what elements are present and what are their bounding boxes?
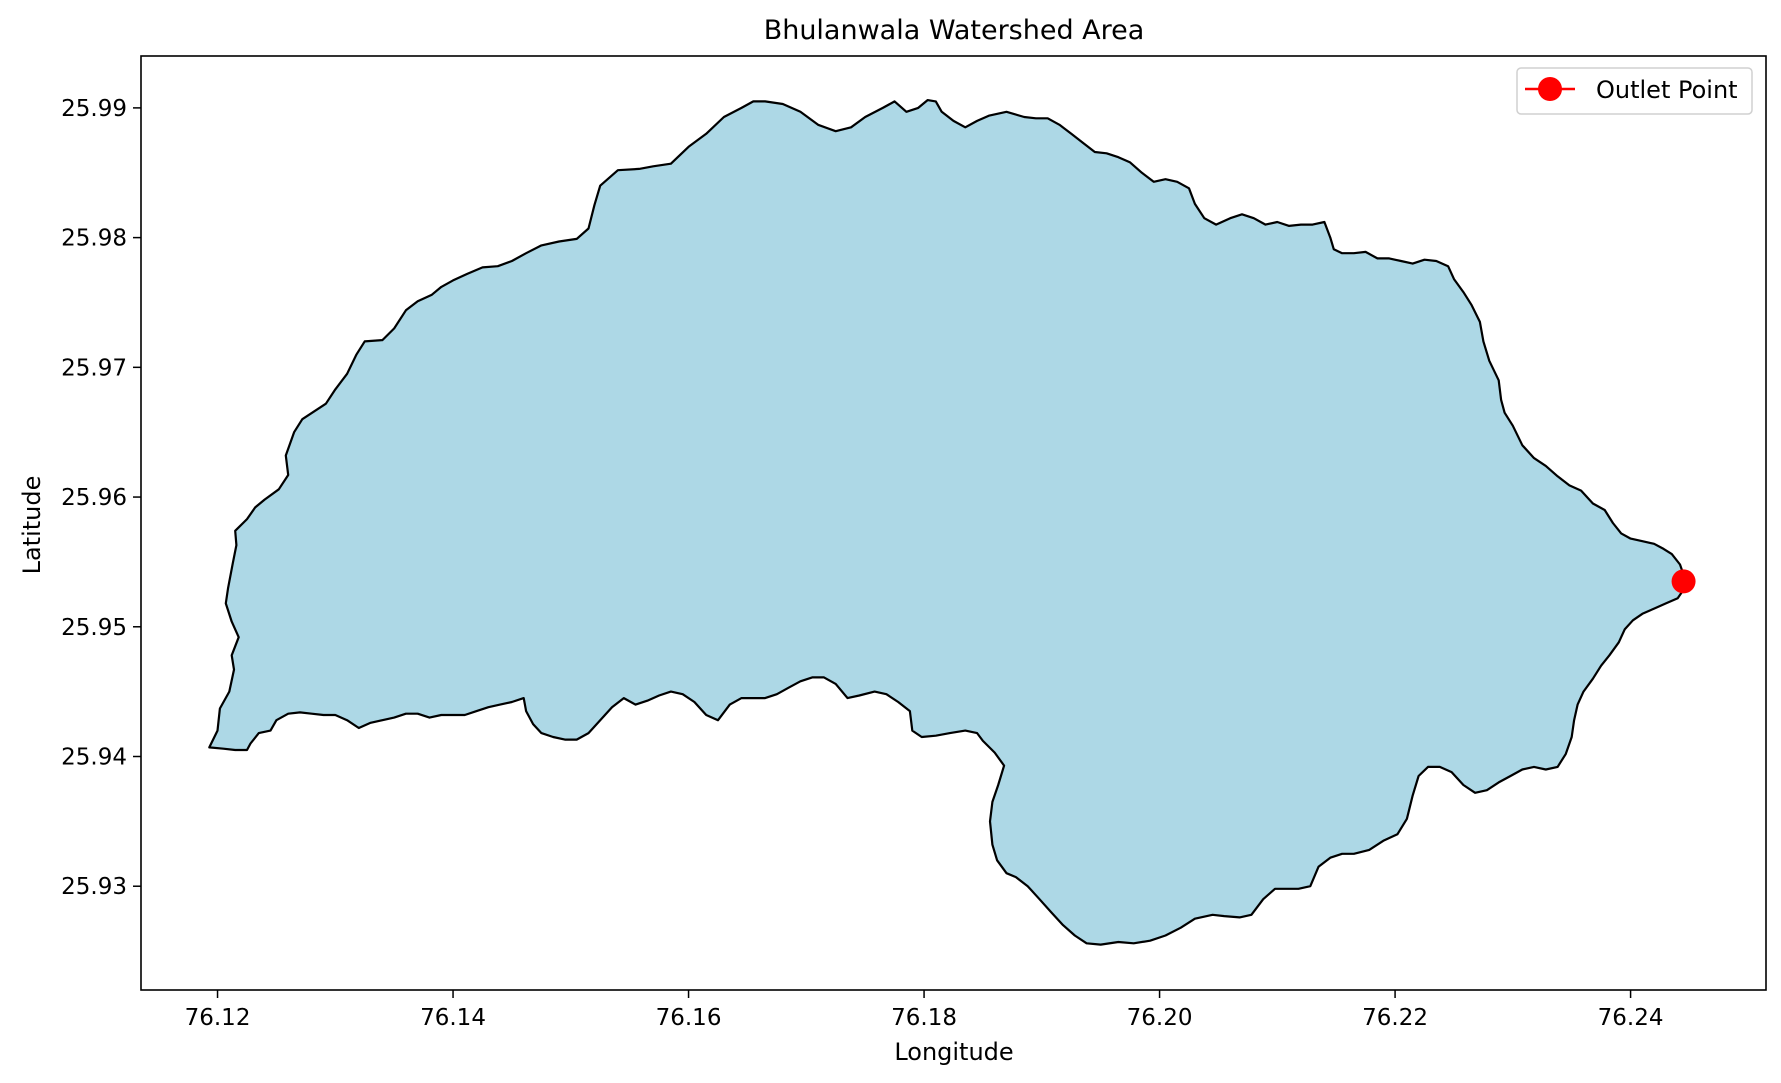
x-tick-label: 76.20 xyxy=(1127,1005,1193,1031)
chart-title: Bhulanwala Watershed Area xyxy=(764,15,1145,46)
legend-marker-swatch xyxy=(1538,77,1562,101)
legend-label-outlet-point: Outlet Point xyxy=(1596,76,1738,104)
x-tick-label: 76.18 xyxy=(891,1005,957,1031)
outlet-point xyxy=(1671,569,1696,594)
x-tick-label: 76.22 xyxy=(1362,1005,1428,1031)
y-axis-label: Latitude xyxy=(18,476,46,575)
x-axis-ticks: 76.12 76.14 76.16 76.18 76.20 76.22 76.24 xyxy=(185,990,1664,1031)
y-tick-label: 25.94 xyxy=(61,745,127,771)
x-tick-label: 76.14 xyxy=(420,1005,486,1031)
outlet-point-marker xyxy=(1671,569,1696,594)
y-tick-label: 25.97 xyxy=(61,355,127,381)
plot-area xyxy=(208,99,1696,946)
x-axis-label: Longitude xyxy=(894,1038,1013,1066)
y-axis-ticks: 25.93 25.94 25.95 25.96 25.97 25.98 25.99 xyxy=(61,96,141,900)
x-tick-label: 76.16 xyxy=(656,1005,722,1031)
y-tick-label: 25.93 xyxy=(61,874,127,900)
y-tick-label: 25.98 xyxy=(61,226,127,252)
y-tick-label: 25.95 xyxy=(61,615,127,641)
x-tick-label: 76.12 xyxy=(185,1005,251,1031)
y-tick-label: 25.96 xyxy=(61,485,127,511)
legend: Outlet Point xyxy=(1516,67,1753,115)
y-tick-label: 25.99 xyxy=(61,96,127,122)
axes-frame xyxy=(140,55,1767,991)
x-tick-label: 76.24 xyxy=(1598,1005,1664,1031)
legend-frame xyxy=(1516,67,1753,115)
